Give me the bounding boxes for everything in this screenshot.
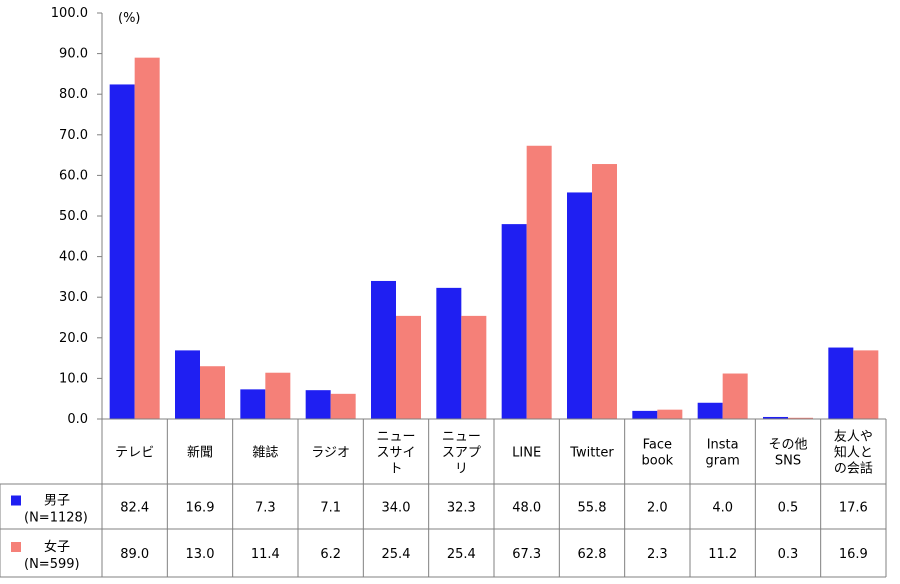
category-label: スサイ: [376, 446, 415, 461]
category-label: 知人と: [834, 445, 873, 461]
data-value-label: 34.0: [382, 501, 411, 516]
y-tick-label: 60.0: [59, 168, 88, 183]
category-label: その他: [768, 438, 807, 453]
data-value-label: 11.4: [251, 547, 280, 562]
data-value-label: 32.3: [447, 501, 476, 516]
data-value-label: 25.4: [447, 547, 476, 562]
data-value-label: 0.3: [778, 547, 799, 562]
category-label: SNS: [775, 454, 801, 469]
data-value-label: 25.4: [382, 547, 411, 562]
data-value-label: 82.4: [120, 501, 149, 516]
bar-male: [501, 224, 527, 419]
category-label: gram: [706, 454, 740, 469]
data-value-label: 13.0: [186, 547, 215, 562]
data-value-label: 6.2: [320, 547, 341, 562]
data-value-label: 7.1: [320, 501, 341, 516]
y-tick-label: 70.0: [59, 128, 88, 143]
data-value-label: 2.0: [647, 501, 668, 516]
bar-female: [330, 393, 356, 419]
y-axis: 0.0 10.0 20.0 30.0 40.0 50.0 60.0 70.0 80.0 90.0 1…: [51, 6, 103, 427]
data-value-label: 0.5: [778, 501, 799, 516]
bar-female: [788, 417, 813, 419]
category-label: ト: [389, 462, 402, 477]
bar-female: [265, 372, 291, 419]
legend-series-name: 男子: [44, 494, 70, 509]
bar-female: [200, 366, 225, 419]
bar-male: [305, 390, 331, 419]
y-tick-label: 80.0: [59, 87, 88, 102]
data-value-label: 62.8: [578, 547, 607, 562]
legend-swatch-female: [11, 542, 21, 552]
category-label: Twitter: [569, 446, 614, 461]
data-value-label: 17.6: [839, 501, 868, 516]
bar-male: [371, 280, 396, 419]
legend-series-n: (N=599): [24, 557, 80, 572]
category-label: の会話: [834, 461, 873, 477]
data-value-label: 16.9: [839, 547, 868, 562]
bar-male: [175, 350, 200, 419]
y-tick-label: 50.0: [59, 209, 88, 224]
category-label: 新聞: [187, 445, 213, 461]
y-tick-label: 10.0: [59, 371, 88, 386]
category-label: Face: [643, 438, 672, 453]
category-label: ニュー: [376, 430, 415, 445]
category-label: リ: [455, 462, 468, 477]
data-value-label: 11.2: [708, 547, 737, 562]
data-value-label: 67.3: [512, 547, 541, 562]
y-tick-label: 100.0: [51, 6, 88, 21]
data-value-label: 4.0: [712, 501, 733, 516]
y-tick-label: 90.0: [59, 47, 88, 62]
bar-male: [240, 389, 266, 419]
bar-male: [763, 416, 788, 419]
data-value-label: 7.3: [255, 501, 276, 516]
bar-male: [109, 84, 135, 420]
category-label: 雑誌: [252, 445, 278, 461]
y-unit-label: (%): [118, 11, 141, 26]
data-value-label: 55.8: [578, 501, 607, 516]
bar-female: [592, 164, 617, 419]
y-tick-label: 40.0: [59, 250, 88, 265]
bar-male: [697, 402, 723, 419]
y-tick-label: 30.0: [59, 290, 88, 305]
category-label: テレビ: [115, 446, 154, 461]
bar-female: [396, 315, 421, 419]
y-tick-label: 20.0: [59, 331, 88, 346]
bar-female: [134, 57, 160, 419]
legend-series-name: 女子: [44, 539, 70, 555]
bar-female: [526, 145, 552, 419]
category-label: book: [641, 454, 673, 469]
bars: [109, 57, 879, 420]
category-label: Insta: [707, 438, 739, 453]
category-label: 友人や: [834, 429, 873, 445]
data-value-label: 48.0: [512, 501, 541, 516]
data-value-label: 16.9: [186, 501, 215, 516]
data-value-label: 2.3: [647, 547, 668, 562]
legend-series-n: (N=1128): [24, 511, 88, 526]
bar-female: [722, 373, 748, 419]
bar-female: [461, 315, 487, 419]
bar-female: [657, 409, 683, 419]
data-value-label: 89.0: [120, 547, 149, 562]
bar-male: [436, 287, 462, 419]
y-tick-label: 0.0: [67, 412, 88, 427]
category-label: スアプ: [442, 446, 481, 461]
category-label: ラジオ: [311, 446, 350, 461]
category-label: ニュー: [442, 430, 481, 445]
bar-female: [853, 350, 879, 419]
bar-male: [567, 192, 592, 419]
legend-swatch-male: [11, 495, 21, 506]
bar-male: [828, 347, 854, 419]
bar-male: [632, 410, 658, 419]
category-label: LINE: [512, 446, 541, 461]
